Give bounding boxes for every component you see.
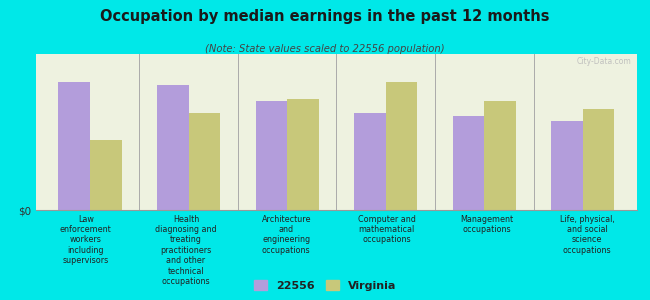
Bar bbox=[385, 82, 417, 210]
Legend: 22556, Virginia: 22556, Virginia bbox=[250, 277, 400, 294]
Bar bbox=[188, 113, 220, 210]
Text: City-Data.com: City-Data.com bbox=[577, 57, 631, 66]
Bar bbox=[287, 99, 318, 210]
Bar bbox=[90, 140, 122, 210]
Bar bbox=[255, 101, 287, 210]
Text: Management
occupations: Management occupations bbox=[460, 214, 514, 234]
Bar bbox=[354, 113, 385, 210]
Bar bbox=[583, 109, 614, 210]
Text: Occupation by median earnings in the past 12 months: Occupation by median earnings in the pas… bbox=[100, 9, 550, 24]
Text: Law
enforcement
workers
including
supervisors: Law enforcement workers including superv… bbox=[60, 214, 112, 265]
Text: Computer and
mathematical
occupations: Computer and mathematical occupations bbox=[358, 214, 415, 244]
Text: Architecture
and
engineering
occupations: Architecture and engineering occupations bbox=[261, 214, 311, 255]
Text: Life, physical,
and social
science
occupations: Life, physical, and social science occup… bbox=[560, 214, 614, 255]
Bar bbox=[58, 82, 90, 210]
Text: (Note: State values scaled to 22556 population): (Note: State values scaled to 22556 popu… bbox=[205, 44, 445, 53]
Bar bbox=[484, 101, 515, 210]
Bar bbox=[452, 116, 484, 210]
Bar bbox=[551, 121, 583, 210]
Bar bbox=[157, 85, 188, 210]
Text: Health
diagnosing and
treating
practitioners
and other
technical
occupations: Health diagnosing and treating practitio… bbox=[155, 214, 217, 286]
